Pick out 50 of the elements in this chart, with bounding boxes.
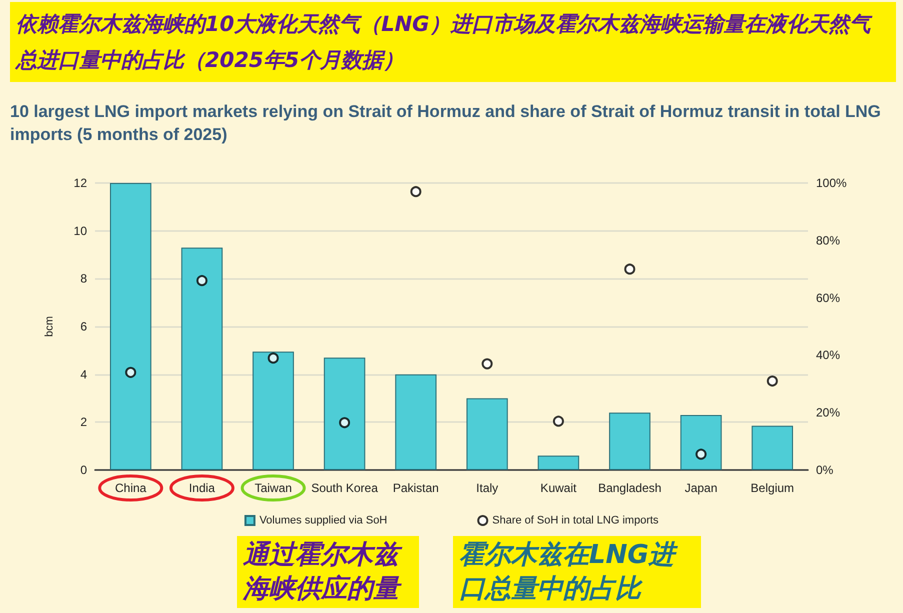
x-tick-label: Italy	[476, 481, 498, 495]
chart-subtitle: 10 largest LNG import markets relying on Strait of Hormuz and share of Strait of Hormuz transit in total LNG imports (5 months of 2025)	[10, 101, 882, 146]
y-tick-label: 0	[80, 463, 88, 477]
y2-tick-label: 40%	[816, 348, 840, 362]
x-tick-label: Bangladesh	[598, 481, 662, 495]
y2-tick-label: 0%	[816, 463, 834, 477]
y-tick-label: 10	[74, 224, 88, 238]
point	[410, 186, 422, 198]
x-tick-label: Japan	[684, 481, 718, 495]
x-tick-label: China	[114, 481, 147, 495]
x-tick-label: Pakistan	[392, 481, 439, 495]
y-axis-title: bcm	[44, 316, 56, 337]
bar	[110, 183, 152, 470]
point	[624, 264, 636, 275]
y-tick-label: 6	[80, 320, 88, 334]
y-tick-label: 2	[80, 415, 88, 430]
y2-tick-label: 80%	[816, 233, 840, 248]
x-tick-label: Kuwait	[540, 481, 578, 495]
point	[482, 358, 493, 370]
point	[552, 416, 564, 427]
chart-title: 依赖霍尔木兹海峡的10大液化天然气（LNG）进口市场及霍尔木兹海峡运输量在液化天然气总进口量中的占比（2025年5个月数据）	[10, 2, 896, 82]
y-tick-label: 4	[80, 367, 88, 382]
bar	[538, 456, 580, 470]
legend-label: Share of SoH in total LNG imports	[492, 514, 660, 526]
x-tick-label: South Korea	[311, 481, 378, 495]
text: 霍尔木兹在LNG进口总量中的占比	[453, 536, 701, 608]
point	[696, 448, 707, 460]
point	[339, 417, 350, 428]
y2-tick-label: 60%	[816, 290, 840, 305]
text: 通过霍尔木兹海峡供应的量	[237, 536, 419, 608]
y-tick-label: 8	[80, 272, 88, 286]
point	[196, 275, 208, 286]
bar	[752, 426, 794, 470]
bar	[181, 248, 223, 470]
legend-label: Volumes supplied via SoH	[259, 514, 388, 526]
point	[766, 376, 778, 387]
bar	[252, 352, 294, 470]
bar	[324, 358, 366, 470]
x-tick-label: Taiwan	[254, 481, 292, 495]
bar	[466, 398, 508, 470]
point	[268, 352, 279, 364]
x-tick-label: India	[188, 481, 216, 495]
point	[125, 366, 136, 378]
y-tick-label: 12	[74, 176, 88, 190]
y2-tick-label: 20%	[816, 406, 840, 420]
bar	[395, 374, 437, 470]
bar	[680, 414, 722, 470]
bar	[609, 412, 650, 470]
y2-tick-label: 100%	[816, 176, 848, 190]
x-tick-label: Belgium	[750, 481, 794, 495]
